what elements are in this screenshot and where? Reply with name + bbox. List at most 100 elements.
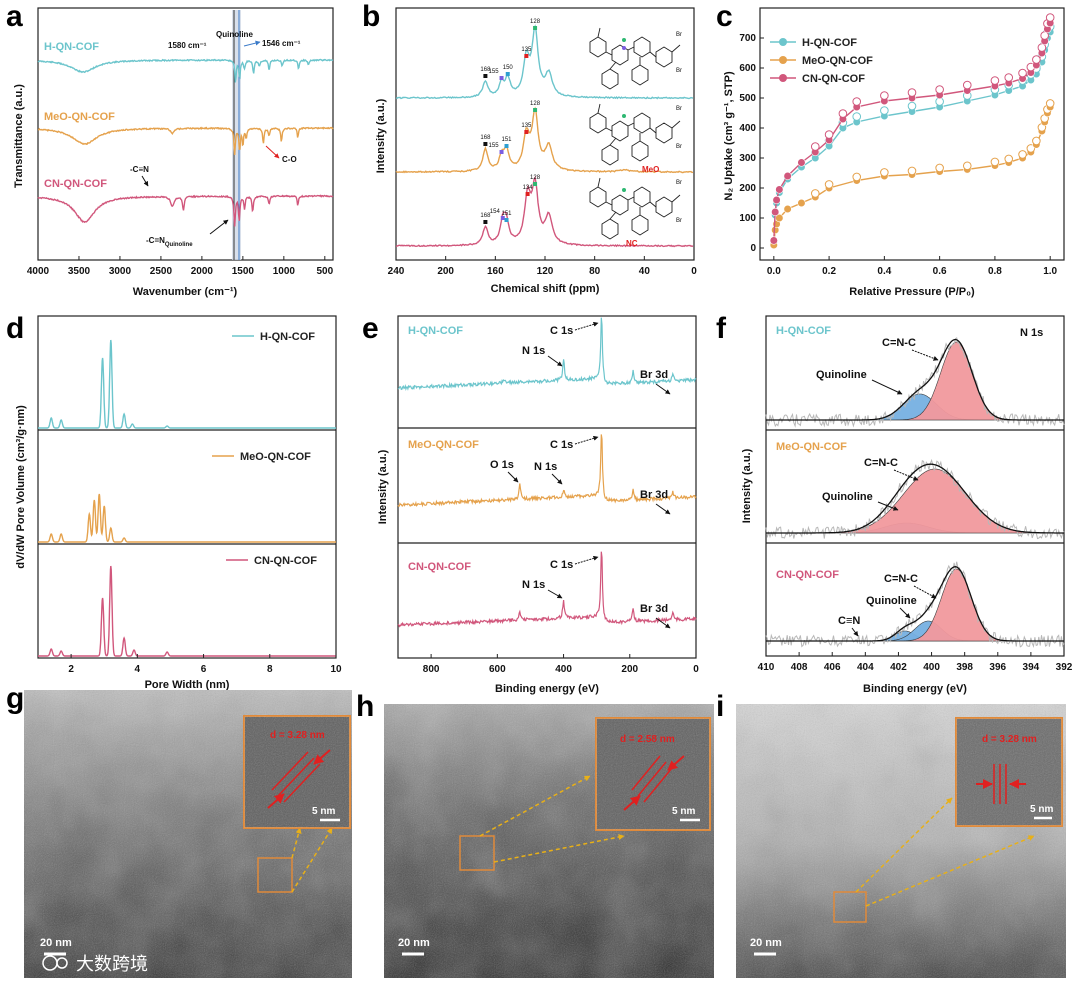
chart-a-x-tick-label-1: 3500	[68, 266, 91, 277]
xps-cn-c1s: C 1s	[550, 559, 573, 571]
nmr-peak-label-2-0: 168	[480, 213, 491, 219]
nmr-peak-label-1-1: 155	[489, 143, 500, 149]
n1s-meo-cnc: C=N-C	[864, 457, 898, 469]
psd-h-trace	[38, 339, 336, 429]
nmr-peak-label-0-1: 155	[489, 69, 500, 75]
psd-h-label: H-QN-COF	[260, 331, 315, 343]
n1s-h-quin: Quinoline	[816, 369, 867, 381]
chart-e: H-QN-COF MeO-QN-COF CN-QN-COF C 1s N 1s …	[377, 315, 699, 695]
structure-meo-label: MeO	[642, 165, 659, 174]
nmr-peak-marker-0-0	[483, 74, 488, 78]
chart-e-ylabel: Intensity (a.u.)	[377, 449, 389, 524]
n1s-envelope-0	[766, 338, 1064, 421]
panel-label-d: d	[6, 312, 24, 345]
isotherm-des-point-1-21	[1045, 99, 1055, 108]
n1s-meo-quin: Quinoline	[822, 491, 873, 503]
chart-c-xtick-label-4: 0.8	[988, 266, 1002, 277]
nmr-peak-label-2-2: 151	[502, 211, 513, 217]
isotherm-des-point-2-6	[810, 142, 820, 151]
n1s-h-label: H-QN-COF	[776, 325, 831, 337]
chart-c-ytick-label-4: 400	[739, 123, 756, 134]
n1s-h-cnc: C=N-C	[882, 337, 916, 349]
chart-e-x-tick-label-4: 0	[693, 664, 699, 675]
isotherm-series	[769, 13, 1055, 250]
xps-meo-n1s: N 1s	[534, 461, 557, 473]
panel-label-b: b	[362, 0, 380, 33]
nmr-peak-label-2-3: 134	[523, 185, 534, 191]
nmr-peak-label-2-1: 154	[490, 209, 501, 215]
chart-c-ytick-label-2: 200	[739, 183, 756, 194]
chart-f-x-tick-label-3: 404	[857, 662, 874, 673]
isotherm-des-point-2-16	[1018, 68, 1027, 78]
tem-g-inset-scale: 5 nm	[312, 806, 335, 817]
chart-c: 0.0 0.2 0.4 0.6 0.8 1.0 0 100 200 300 400 500 600 700…	[723, 7, 1065, 298]
chart-c-xtick-label-1: 0.2	[822, 266, 836, 277]
watermark: 大数跨境	[42, 954, 148, 975]
n1s-cn-cnc: C=N-C	[884, 573, 918, 585]
chart-f-ylabel: Intensity (a.u.)	[741, 448, 753, 523]
nmr-peak-marker-0-4	[533, 26, 538, 30]
nmr-peak-marker-1-1	[499, 150, 504, 154]
isotherm-ads-point-2-0	[769, 236, 778, 245]
isotherm-des-point-2-14	[990, 76, 1000, 85]
nmr-peak-label-2-4: 128	[530, 175, 541, 181]
nmr-peak-label-0-4: 128	[530, 19, 541, 25]
chart-d-x-tick-label-4: 10	[330, 664, 342, 675]
xps-cn-br3d: Br 3d	[640, 603, 668, 615]
isotherm-ads-point-2-5	[797, 158, 806, 167]
psd-meo-label: MeO-QN-COF	[240, 451, 311, 463]
xps-meo-trace	[397, 434, 697, 508]
chart-f-x-tick-label-9: 392	[1056, 662, 1073, 673]
chart-f: H-QN-COF N 1s MeO-QN-COF CN-QN-COF C=N-C…	[741, 315, 1073, 695]
chart-d-x-tick-label-2: 6	[201, 664, 207, 675]
chart-a-x-tick-label-0: 4000	[27, 266, 50, 277]
n1s-raw-1	[765, 458, 1065, 540]
nmr-peak-marker-0-2	[505, 72, 510, 76]
xps-meo-br3d: Br 3d	[640, 489, 668, 501]
nmr-peak-marker-1-3	[524, 130, 529, 134]
xps-h-trace	[397, 317, 697, 391]
chart-f-frame	[765, 315, 1065, 657]
structure-cn-br1: Br	[676, 180, 682, 186]
structure-meo-dot	[622, 114, 626, 118]
n1s-cn-label: CN-QN-COF	[776, 569, 839, 581]
chart-d-x-tick-label-3: 8	[267, 664, 273, 675]
isotherm-ads-point-1-5	[797, 198, 806, 208]
xps-h-label: H-QN-COF	[408, 325, 463, 337]
structure-meo-br2: Br	[676, 144, 682, 150]
ftir-1546-annot: 1546 cm⁻¹	[262, 39, 301, 48]
nmr-h-trace	[395, 24, 694, 100]
isotherm-ads-point-2-1	[771, 207, 780, 217]
tem-h: d = 2.58 nm 5 nm 20 nm	[384, 704, 714, 978]
nmr-peak-marker-1-2	[504, 144, 509, 148]
xps-meo-label: MeO-QN-COF	[408, 439, 479, 451]
chart-c-ylabel: N₂ Uptake (cm³ g⁻¹, STP)	[723, 71, 735, 201]
nmr-peak-label-0-3: 135	[521, 47, 532, 53]
chart-b-x-tick-label-2: 160	[487, 266, 504, 277]
n1s-cn-quin: Quinoline	[866, 595, 917, 607]
chart-c-legend: H-QN-COF MeO-QN-COF CN-QN-COF	[770, 37, 873, 85]
panel-label-a: a	[6, 0, 23, 33]
tem-g: d = 3.28 nm 5 nm 20 nm	[24, 690, 352, 978]
isotherm-des-point-1-12	[962, 161, 972, 171]
psd-cn-trace	[38, 565, 336, 657]
chart-d-ylabel: dV/dW Pore Volume (cm³/g·nm)	[15, 405, 27, 569]
chart-a: H-QN-COF MeO-QN-COF CN-QN-COF Quinoline …	[13, 7, 334, 298]
chart-a-ylabel: Transmittance (a.u.)	[13, 84, 25, 188]
chart-c-ytick-label-5: 500	[739, 93, 756, 104]
isotherm-des-point-1-6	[810, 189, 820, 198]
chart-c-ytick-label-0: 0	[750, 243, 756, 254]
chart-f-xlabel: Binding energy (eV)	[863, 683, 967, 695]
isotherm-ads-point-1-4	[783, 204, 792, 214]
nmr-peak-label-0-0: 168	[480, 67, 491, 73]
chart-b-xlabel: Chemical shift (ppm)	[491, 283, 600, 295]
chart-d-x-tick-label-1: 4	[135, 664, 141, 675]
ftir-quinoline-annot: Quinoline	[216, 30, 253, 39]
chart-b-x-tick-label-4: 80	[589, 266, 601, 277]
n1s-meo-label: MeO-QN-COF	[776, 441, 847, 453]
chart-a-frame	[37, 7, 334, 261]
n1s-fits	[765, 337, 1065, 648]
chart-e-xaxis: 800 600 400 200 0	[423, 654, 699, 675]
